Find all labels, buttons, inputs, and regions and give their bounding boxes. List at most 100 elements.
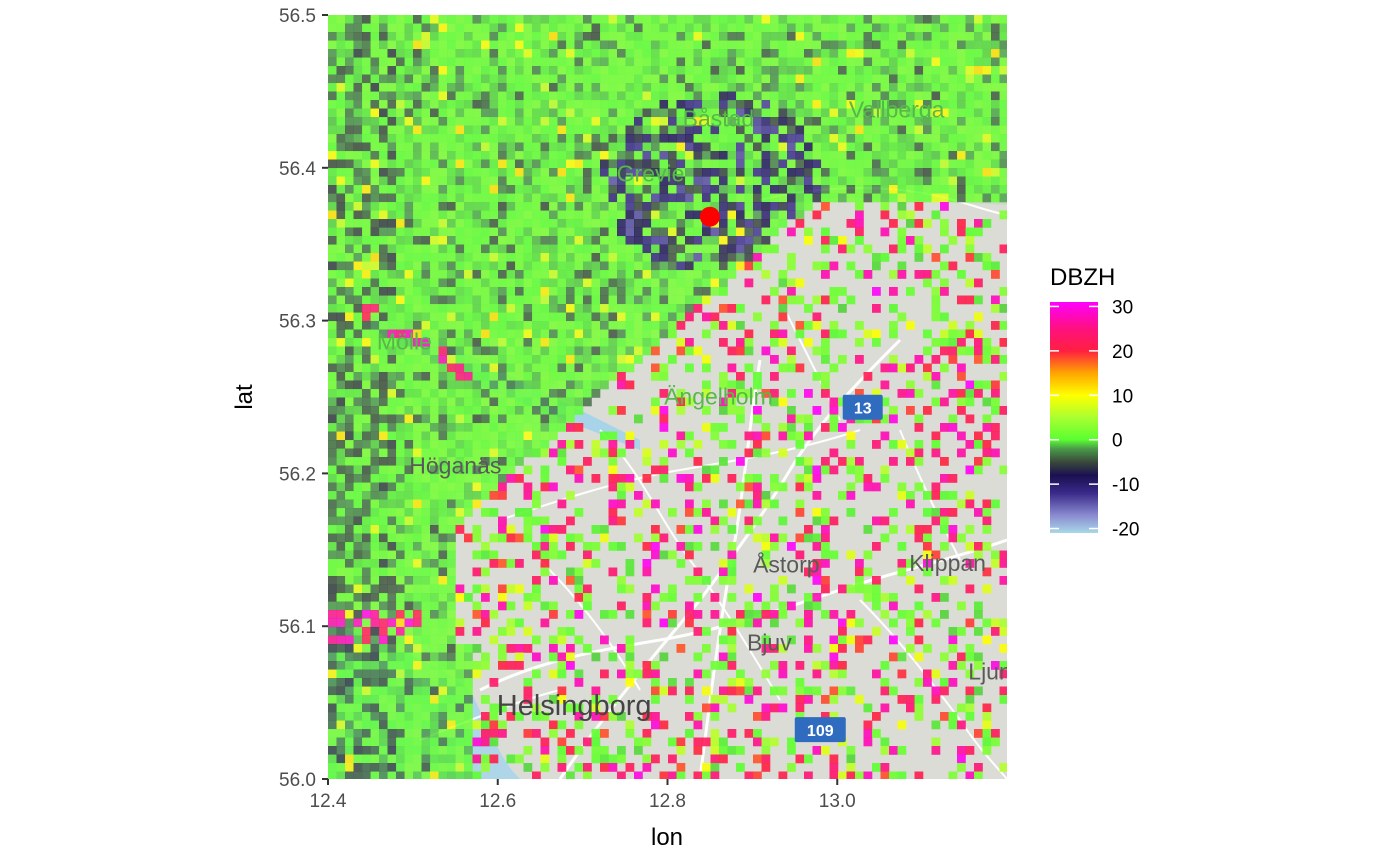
heatmap-cell: [753, 372, 762, 381]
heatmap-cell: [404, 91, 414, 101]
heatmap-cell: [778, 202, 788, 211]
heatmap-cell: [583, 91, 592, 101]
heatmap-cell: [464, 329, 473, 339]
heatmap-cell: [438, 397, 448, 407]
heatmap-cell: [455, 66, 465, 75]
heatmap-cell: [413, 304, 422, 313]
heatmap-cell: [668, 771, 677, 779]
heatmap-cell: [863, 185, 873, 194]
heatmap-cell: [855, 559, 864, 568]
heatmap-cell: [523, 74, 533, 84]
heatmap-cell: [982, 712, 992, 721]
heatmap-cell: [957, 83, 966, 92]
heatmap-cell: [447, 746, 456, 755]
heatmap-cell: [362, 176, 371, 186]
heatmap-cell: [931, 287, 941, 296]
heatmap-cell: [897, 270, 907, 279]
heatmap-cell: [387, 100, 397, 109]
heatmap-cell: [744, 253, 754, 262]
heatmap-cell: [659, 533, 669, 543]
heatmap-cell: [498, 66, 507, 75]
heatmap-cell: [498, 219, 507, 228]
heatmap-cell: [889, 363, 898, 373]
heatmap-cell: [362, 763, 371, 772]
heatmap-cell: [489, 380, 499, 390]
heatmap-cell: [608, 100, 618, 109]
heatmap-cell: [532, 304, 541, 313]
heatmap-cell: [710, 763, 720, 772]
heatmap-cell: [795, 40, 805, 50]
heatmap-cell: [336, 74, 346, 84]
heatmap-cell: [370, 380, 380, 390]
heatmap-cell: [370, 355, 380, 364]
heatmap-cell: [387, 465, 397, 475]
heatmap-cell: [379, 576, 388, 585]
heatmap-cell: [829, 91, 839, 101]
heatmap-cell: [362, 83, 371, 92]
heatmap-cell: [472, 423, 482, 432]
heatmap-cell: [396, 168, 405, 177]
heatmap-cell: [753, 168, 762, 177]
heatmap-cell: [693, 159, 703, 169]
heatmap-cell: [396, 525, 405, 534]
heatmap-cell: [396, 448, 405, 458]
heatmap-cell: [965, 159, 975, 169]
heatmap-cell: [914, 652, 924, 662]
heatmap-cell: [872, 593, 881, 602]
heatmap-cell: [744, 329, 754, 339]
heatmap-cell: [549, 372, 558, 381]
heatmap-cell: [685, 287, 694, 296]
heatmap-cell: [829, 83, 839, 92]
heatmap-cell: [413, 406, 422, 415]
heatmap-cell: [566, 236, 575, 245]
heatmap-cell: [821, 236, 830, 245]
heatmap-cell: [328, 737, 337, 747]
heatmap-cell: [328, 338, 337, 347]
heatmap-cell: [404, 346, 414, 356]
heatmap-cell: [540, 219, 550, 228]
heatmap-cell: [659, 244, 669, 254]
heatmap-cell: [753, 185, 762, 194]
heatmap-cell: [965, 584, 975, 594]
map-panel[interactable]: VallbergaBåstadGrevieMölleÄngelholmHögan…: [328, 15, 1012, 780]
heatmap-cell: [702, 576, 711, 585]
heatmap-cell: [481, 610, 490, 619]
heatmap-cell: [693, 32, 703, 41]
heatmap-cell: [515, 176, 524, 186]
heatmap-cell: [430, 516, 439, 526]
heatmap-cell: [855, 74, 864, 84]
heatmap-cell: [489, 287, 499, 296]
heatmap-cell: [897, 57, 907, 67]
heatmap-cell: [659, 406, 669, 415]
heatmap-cell: [974, 542, 983, 551]
heatmap-cell: [574, 83, 584, 92]
heatmap-cell: [523, 346, 533, 356]
heatmap-cell: [829, 49, 839, 58]
heatmap-cell: [625, 661, 635, 670]
heatmap-cell: [965, 414, 975, 424]
heatmap-cell: [345, 389, 354, 398]
heatmap-cell: [591, 15, 601, 24]
heatmap-cell: [685, 550, 694, 560]
heatmap-cell: [829, 142, 839, 152]
heatmap-cell: [591, 542, 601, 551]
heatmap-cell: [923, 159, 932, 169]
heatmap-cell: [387, 474, 397, 483]
heatmap-cell: [336, 380, 346, 390]
heatmap-cell: [489, 465, 499, 475]
heatmap-cell: [812, 159, 822, 169]
heatmap-cell: [370, 23, 380, 33]
heatmap-cell: [430, 542, 439, 551]
heatmap-cell: [651, 168, 660, 177]
heatmap-cell: [430, 125, 439, 135]
heatmap-cell: [906, 491, 915, 500]
heatmap-cell: [676, 270, 686, 279]
heatmap-cell: [982, 40, 992, 50]
heatmap-cell: [557, 270, 567, 279]
heatmap-cell: [464, 287, 473, 296]
heatmap-cell: [770, 176, 779, 186]
heatmap-cell: [948, 32, 958, 41]
heatmap-cell: [447, 652, 456, 662]
heatmap-cell: [430, 720, 439, 730]
heatmap-cell: [600, 108, 609, 118]
